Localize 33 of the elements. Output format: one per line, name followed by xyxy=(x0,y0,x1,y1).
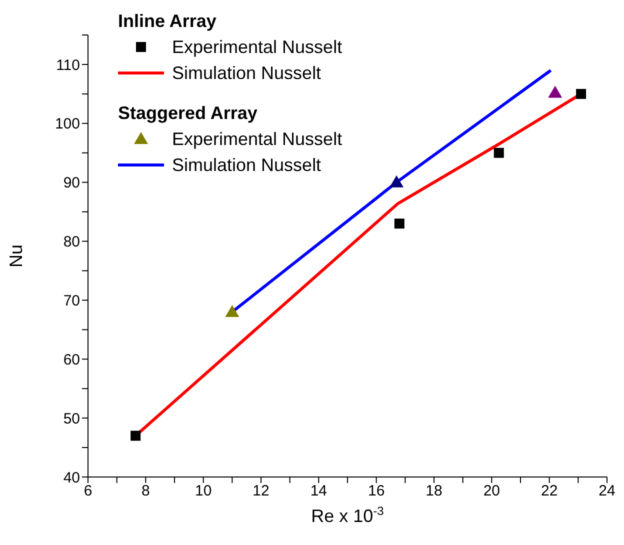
x-tick-label: 24 xyxy=(598,482,616,500)
y-tick-label: 70 xyxy=(63,292,80,310)
legend-label: Experimental Nusselt xyxy=(172,129,342,149)
y-tick-label: 100 xyxy=(54,116,80,133)
point xyxy=(130,430,141,441)
legend-label: Simulation Nusselt xyxy=(172,63,322,83)
point xyxy=(576,88,586,99)
text: Inline Array xyxy=(118,11,216,31)
y-tick-label: 40 xyxy=(63,469,80,486)
x-axis-title: Re x 10$^{-3}$ xyxy=(311,504,384,526)
x-tick-label: 16 xyxy=(368,482,385,500)
point xyxy=(390,175,404,188)
x-tick-label: 10 xyxy=(194,482,212,500)
x-tick-label: 20 xyxy=(483,482,500,500)
x-tick-label: 18 xyxy=(426,482,442,500)
y-tick-label: 60 xyxy=(63,351,80,368)
x-tick-label: 8 xyxy=(141,482,150,500)
y-tick-label: 90 xyxy=(63,174,80,192)
legend-label: Simulation Nusselt xyxy=(172,155,322,175)
point xyxy=(225,304,240,317)
annotation: Staggered Array xyxy=(118,103,258,123)
x-tick-label: 22 xyxy=(540,482,558,500)
x-tick-label: 6 xyxy=(84,482,92,500)
legend-label: Experimental Nusselt xyxy=(172,37,342,57)
y-tick-label: 50 xyxy=(63,410,80,428)
y-tick-label: 80 xyxy=(63,234,80,251)
point xyxy=(548,86,562,98)
y-axis-title: Nu xyxy=(6,244,26,268)
x-tick-label: 12 xyxy=(252,482,270,500)
point xyxy=(394,218,404,229)
x-tick-label: 14 xyxy=(310,482,328,500)
y-tick-label: 110 xyxy=(56,56,80,74)
point xyxy=(494,148,504,158)
